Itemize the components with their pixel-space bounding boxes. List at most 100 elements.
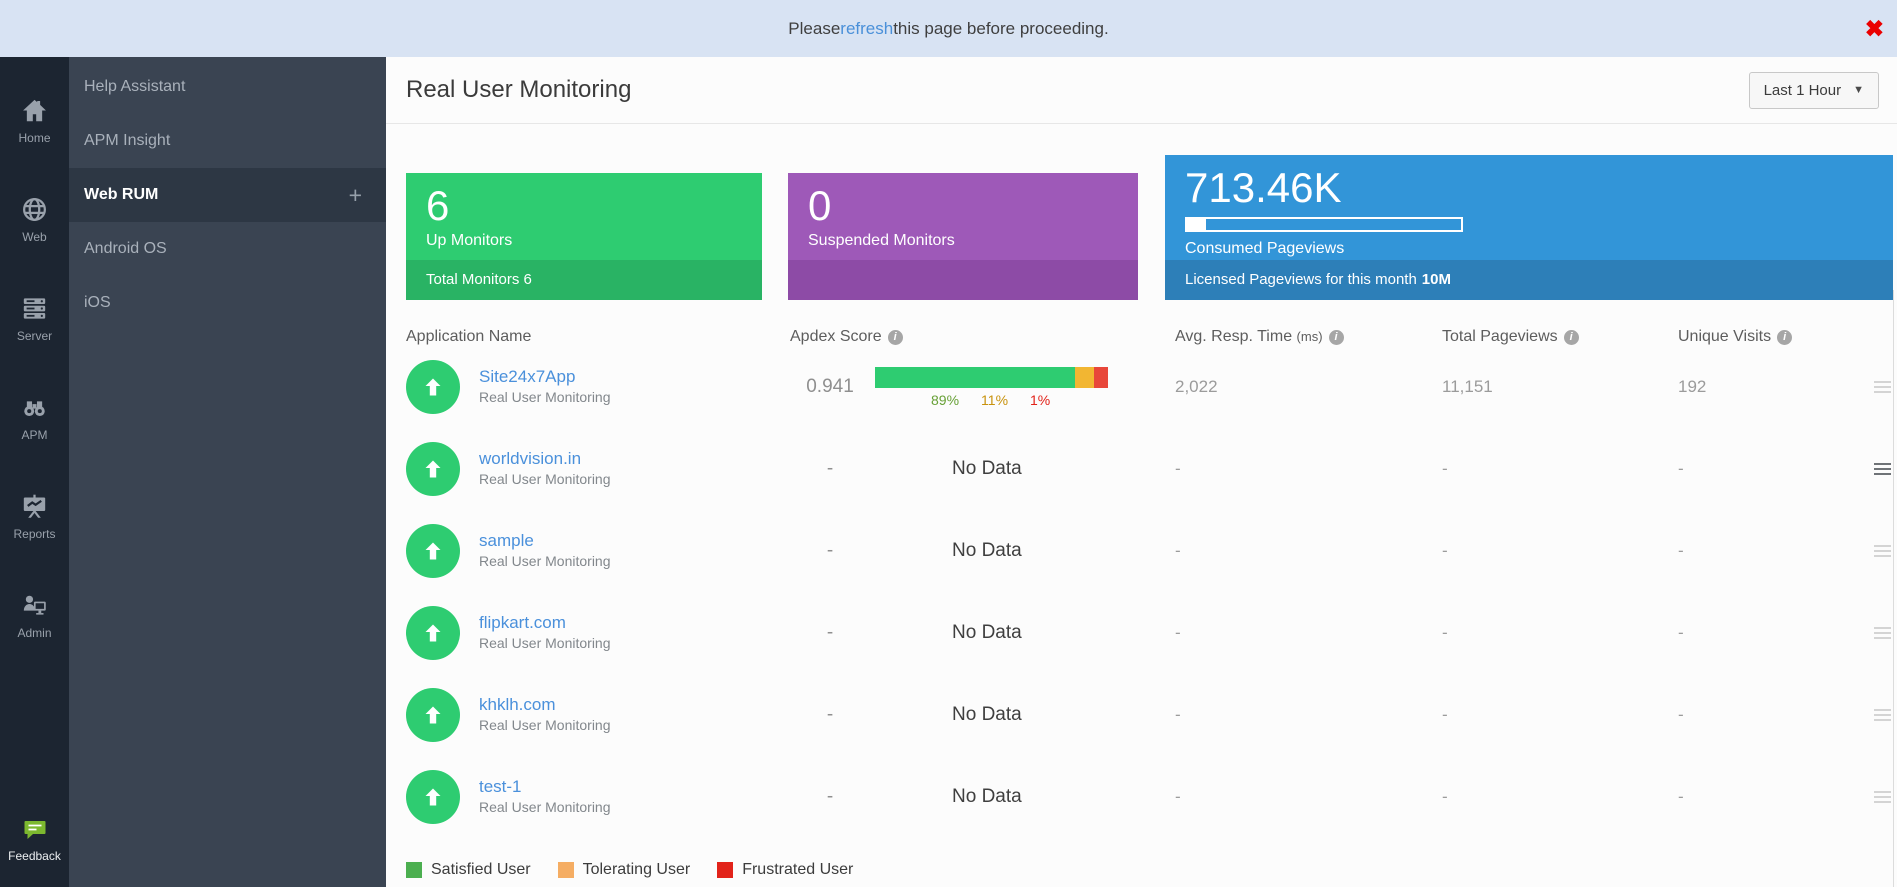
table-row: khklh.com Real User Monitoring - No Data… — [406, 674, 1891, 756]
nav-admin[interactable]: Admin — [0, 566, 69, 665]
secondary-sidebar: Help Assistant APM Insight Web RUM + And… — [69, 57, 386, 887]
monitor-up-status-icon — [406, 360, 460, 414]
row-menu-icon[interactable] — [1874, 624, 1891, 642]
pageviews-value: 11,151 — [1442, 377, 1493, 396]
sidebar-item-help-assistant[interactable]: Help Assistant — [69, 60, 386, 114]
apdex-value: - — [826, 622, 834, 643]
col-avg-resp-time: Avg. Resp. Time (ms) i — [1175, 328, 1442, 346]
nav-server[interactable]: Server — [0, 269, 69, 368]
nav-server-label: Server — [16, 328, 53, 343]
app-link[interactable]: khklh.com — [479, 695, 556, 714]
up-monitors-card[interactable]: 6 Up Monitors Total Monitors 6 — [406, 173, 762, 300]
monitor-up-status-icon — [406, 524, 460, 578]
refresh-banner: Please refresh this page before proceedi… — [0, 0, 1897, 57]
sidebar-item-ios[interactable]: iOS — [69, 276, 386, 330]
nav-web-label: Web — [22, 229, 47, 244]
scrollbar-track[interactable] — [1893, 290, 1894, 887]
main-content: Real User Monitoring Last 1 Hour ▼ 6 Up … — [386, 57, 1897, 887]
monitor-up-status-icon — [406, 770, 460, 824]
suspended-monitors-label: Suspended Monitors — [808, 232, 955, 249]
refresh-link[interactable]: refresh — [840, 18, 894, 38]
apdex-value: - — [826, 786, 834, 807]
row-menu-icon[interactable] — [1874, 460, 1891, 478]
no-data-label: No Data — [952, 458, 1022, 479]
table-header-row: Application Name Apdex Score i Avg. Resp.… — [406, 328, 1891, 346]
app-link[interactable]: sample — [479, 531, 534, 550]
nav-apm-label: APM — [21, 427, 48, 442]
no-data-label: No Data — [952, 786, 1022, 807]
avg-resp-value: - — [1175, 623, 1181, 642]
banner-close-icon[interactable]: ✖ — [1864, 15, 1884, 41]
up-monitors-value: 6 — [426, 182, 450, 229]
pageviews-value: - — [1442, 623, 1448, 642]
satisfied-legend-label: Satisfied User — [431, 861, 531, 878]
sidebar-item-label: Web RUM — [84, 186, 159, 203]
visits-info-icon[interactable]: i — [1777, 330, 1793, 345]
avg-resp-value: - — [1175, 459, 1181, 478]
nav-feedback[interactable]: Feedback — [0, 818, 69, 887]
visits-value: - — [1678, 787, 1684, 806]
suspended-footer — [788, 260, 1138, 300]
sidebar-item-label: Android OS — [84, 240, 167, 257]
app-link[interactable]: Site24x7App — [479, 367, 576, 386]
col-unique-visits: Unique Visits i — [1678, 328, 1845, 346]
row-menu-icon[interactable] — [1874, 788, 1891, 806]
sidebar-item-label: Help Assistant — [84, 78, 186, 95]
row-menu-icon[interactable] — [1874, 378, 1891, 396]
nav-web[interactable]: Web — [0, 170, 69, 269]
sidebar-item-apm-insight[interactable]: APM Insight — [69, 114, 386, 168]
home-icon — [23, 99, 46, 121]
apdex-value: 0.941 — [806, 376, 854, 397]
app-type: Real User Monitoring — [479, 471, 611, 487]
sidebar-item-android-os[interactable]: Android OS — [69, 222, 386, 276]
tolerating-swatch — [557, 862, 574, 878]
chevron-down-icon: ▼ — [1853, 84, 1864, 96]
visits-value: - — [1678, 541, 1684, 560]
nav-home[interactable]: Home — [0, 71, 69, 170]
app-link[interactable]: flipkart.com — [479, 613, 566, 632]
admin-user-icon — [23, 595, 46, 615]
no-data-label: No Data — [952, 704, 1022, 725]
apdex-value: - — [826, 540, 834, 561]
visits-value: - — [1678, 459, 1684, 478]
no-data-label: No Data — [952, 540, 1022, 561]
apdex-frustrated-segment — [1094, 366, 1108, 388]
table-row: test-1 Real User Monitoring - No Data - … — [406, 756, 1891, 838]
pageviews-info-icon[interactable]: i — [1563, 330, 1579, 345]
nav-apm[interactable]: APM — [0, 368, 69, 467]
app-link[interactable]: worldvision.in — [479, 449, 582, 468]
visits-value: - — [1678, 705, 1684, 724]
frustrated-swatch — [717, 862, 734, 878]
row-menu-icon[interactable] — [1874, 542, 1891, 560]
licensed-pageviews-value: 10M — [1421, 271, 1451, 288]
monitor-up-status-icon — [406, 606, 460, 660]
monitor-up-status-icon — [406, 442, 460, 496]
col-total-pageviews: Total Pageviews i — [1442, 328, 1678, 346]
sidebar-item-web-rum[interactable]: Web RUM + — [69, 168, 386, 222]
add-monitor-icon[interactable]: + — [348, 181, 362, 208]
monitors-table: Application Name Apdex Score i Avg. Resp.… — [386, 300, 1897, 838]
reports-board-icon — [23, 494, 46, 518]
avg-resp-info-icon[interactable]: i — [1328, 330, 1344, 345]
nav-reports[interactable]: Reports — [0, 467, 69, 566]
app-link[interactable]: test-1 — [479, 777, 522, 796]
visits-value: - — [1678, 623, 1684, 642]
visits-value: 192 — [1678, 377, 1707, 396]
col-application-name: Application Name — [406, 328, 532, 345]
app-type: Real User Monitoring — [479, 635, 611, 651]
apdex-satisfied-segment — [875, 366, 1076, 388]
row-menu-icon[interactable] — [1874, 706, 1891, 724]
satisfied-pct: 89% — [931, 391, 960, 408]
apdex-value: - — [826, 704, 834, 725]
feedback-bubble-icon — [24, 821, 45, 839]
apdex-info-icon[interactable]: i — [887, 330, 903, 345]
app-type: Real User Monitoring — [479, 389, 611, 405]
time-range-dropdown[interactable]: Last 1 Hour ▼ — [1748, 71, 1879, 109]
app-type: Real User Monitoring — [479, 799, 611, 815]
binoculars-apm-icon — [24, 400, 45, 416]
monitor-up-status-icon — [406, 688, 460, 742]
apdex-bar: 89% 11% 1% — [875, 366, 1108, 408]
suspended-monitors-card[interactable]: 0 Suspended Monitors — [788, 173, 1138, 300]
consumed-pageviews-card[interactable]: 713.46K Consumed Pageviews Licensed Page… — [1165, 155, 1893, 300]
apdex-value: - — [826, 458, 834, 479]
